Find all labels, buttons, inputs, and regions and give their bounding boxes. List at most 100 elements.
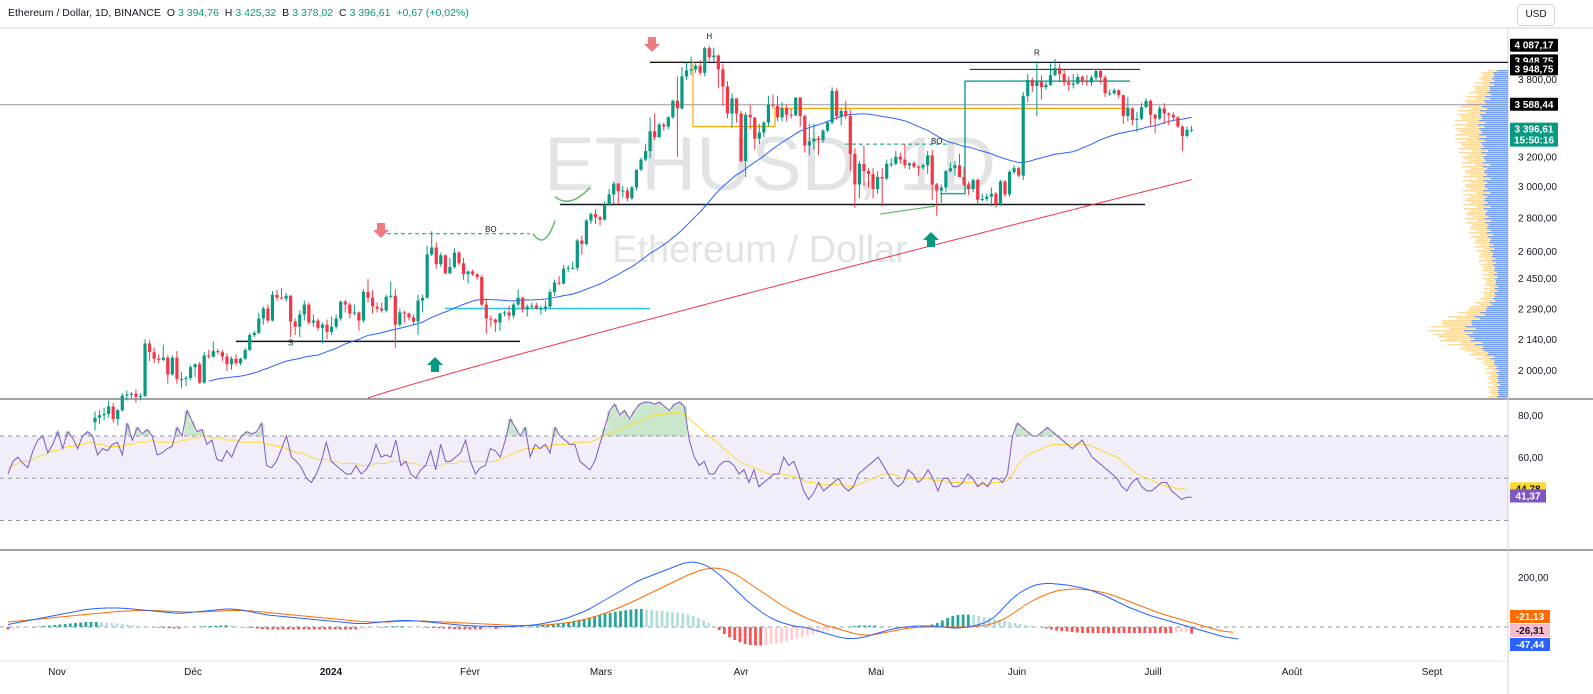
candle bbox=[798, 97, 802, 117]
candle bbox=[489, 318, 493, 320]
volume-profile-bar bbox=[1489, 246, 1508, 248]
macd-histogram-bar bbox=[53, 625, 57, 627]
candle bbox=[657, 124, 661, 138]
candle bbox=[443, 255, 447, 274]
price-tag bbox=[1510, 122, 1558, 147]
macd-histogram-bar bbox=[1018, 624, 1022, 627]
annotation-s: S bbox=[288, 339, 293, 348]
macd-histogram-bar bbox=[759, 627, 763, 646]
macd-histogram-bar bbox=[987, 618, 991, 627]
volume-profile-bar bbox=[1470, 182, 1488, 184]
candle bbox=[880, 177, 884, 179]
volume-profile-bar bbox=[1490, 206, 1508, 208]
macd-histogram-bar bbox=[385, 626, 389, 627]
candle bbox=[566, 267, 570, 269]
candle bbox=[730, 98, 734, 114]
volume-profile-bar bbox=[1481, 348, 1508, 350]
volume-profile-bar bbox=[1442, 324, 1472, 326]
macd-histogram-bar bbox=[790, 627, 794, 640]
macd-histogram-bar bbox=[131, 625, 134, 627]
volume-profile-bar bbox=[1463, 346, 1484, 348]
macd-histogram-bar bbox=[219, 625, 223, 627]
volume-profile-bar bbox=[1471, 236, 1488, 238]
macd-value-tag bbox=[1510, 638, 1550, 651]
volume-profile-bar bbox=[1480, 264, 1493, 266]
candle bbox=[1071, 83, 1075, 85]
volume-profile-bar bbox=[1472, 332, 1508, 334]
candle bbox=[830, 90, 834, 123]
candle bbox=[989, 193, 993, 197]
candle bbox=[539, 308, 543, 310]
volume-profile-bar bbox=[1475, 328, 1508, 330]
buy-arrow-icon bbox=[427, 357, 443, 372]
candle bbox=[1158, 108, 1162, 119]
candle bbox=[480, 276, 484, 305]
candle bbox=[188, 367, 193, 378]
volume-profile-bar bbox=[1482, 162, 1508, 164]
volume-profile-bar bbox=[1472, 216, 1489, 218]
candle bbox=[1058, 68, 1062, 75]
volume-profile-bar bbox=[1475, 178, 1491, 180]
candle bbox=[653, 131, 657, 138]
volume-profile-bar bbox=[1461, 162, 1483, 164]
candle bbox=[1149, 100, 1153, 115]
volume-profile-bar bbox=[1482, 144, 1508, 146]
candle bbox=[248, 335, 252, 350]
price-axis-label: 2 000,00 bbox=[1518, 366, 1557, 377]
candle bbox=[916, 166, 921, 168]
macd-histogram-bar bbox=[1034, 627, 1038, 628]
macd-histogram-bar bbox=[966, 614, 970, 627]
macd-histogram-bar bbox=[499, 627, 503, 629]
volume-profile-bar bbox=[1475, 192, 1491, 194]
volume-profile-bar bbox=[1496, 262, 1508, 264]
candle bbox=[1035, 81, 1039, 86]
candle bbox=[97, 415, 102, 418]
volume-profile-bar bbox=[1465, 326, 1508, 328]
volume-profile-bar bbox=[1495, 258, 1508, 260]
price-axis-label: 3 200,00 bbox=[1518, 153, 1557, 164]
macd-histogram-bar bbox=[811, 627, 815, 634]
currency-button[interactable]: USD bbox=[1517, 4, 1555, 26]
volume-profile-bar bbox=[1486, 174, 1508, 176]
volume-profile-bar bbox=[1483, 248, 1495, 250]
volume-profile-bar bbox=[1485, 214, 1508, 216]
candle bbox=[930, 155, 934, 185]
macd-histogram-bar bbox=[48, 625, 51, 627]
candle bbox=[521, 297, 525, 310]
candle bbox=[707, 48, 711, 58]
macd-histogram-bar bbox=[312, 627, 316, 630]
volume-profile-bar bbox=[1461, 118, 1483, 120]
macd-histogram-bar bbox=[125, 624, 129, 627]
macd-histogram-bar bbox=[712, 626, 716, 627]
volume-profile-bar bbox=[1491, 380, 1499, 382]
rsi-axis-label: 80,00 bbox=[1518, 411, 1543, 422]
macd-histogram-bar bbox=[1112, 627, 1116, 633]
candle bbox=[648, 131, 652, 152]
candle bbox=[143, 343, 147, 397]
macd-histogram-bar bbox=[707, 623, 711, 627]
volume-profile-bar bbox=[1466, 102, 1486, 104]
volume-profile-bar bbox=[1480, 114, 1508, 116]
candle bbox=[575, 240, 579, 268]
macd-histogram-bar bbox=[162, 627, 166, 628]
volume-profile-bar bbox=[1474, 164, 1490, 166]
volume-profile-bar bbox=[1492, 304, 1508, 306]
volume-profile-bar bbox=[1489, 390, 1498, 392]
candle bbox=[411, 317, 416, 322]
volume-profile-bar bbox=[1482, 118, 1508, 120]
macd-histogram-bar bbox=[323, 627, 327, 630]
macd-histogram-bar bbox=[229, 625, 233, 627]
candle bbox=[111, 406, 115, 419]
candle bbox=[1144, 100, 1148, 108]
candle bbox=[1094, 71, 1098, 78]
candle bbox=[543, 306, 548, 309]
macd-histogram-bar bbox=[697, 618, 700, 627]
volume-profile-bar bbox=[1475, 240, 1490, 242]
volume-profile-bar bbox=[1484, 126, 1508, 128]
macd-histogram-bar bbox=[198, 626, 202, 627]
symbol-title[interactable]: Ethereum / Dollar, 1D, BINANCE bbox=[8, 7, 161, 19]
candle bbox=[967, 184, 971, 190]
candle bbox=[348, 304, 352, 314]
volume-profile-bar bbox=[1464, 126, 1485, 128]
